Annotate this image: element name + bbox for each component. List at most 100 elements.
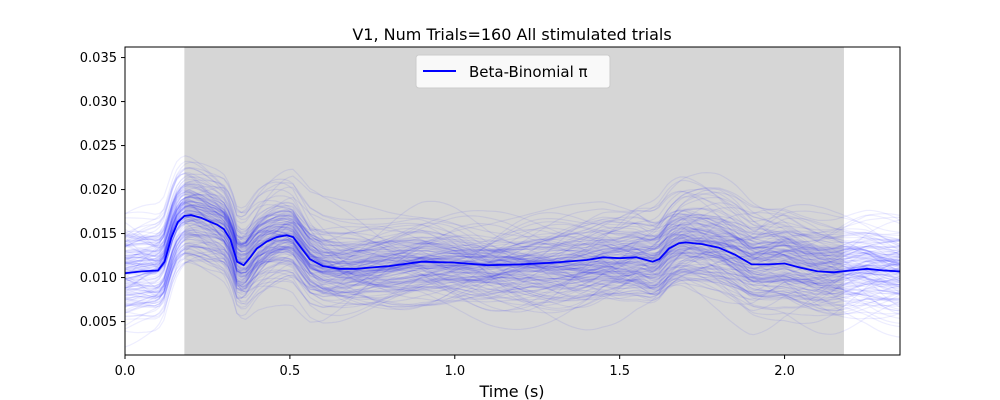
axes bbox=[124, 46, 901, 356]
trial-trace bbox=[125, 190, 900, 300]
trial-trace bbox=[125, 199, 900, 315]
trial-trace bbox=[125, 191, 900, 285]
trial-trace bbox=[125, 203, 900, 290]
trial-trace bbox=[125, 203, 900, 320]
trial-trace bbox=[125, 242, 900, 307]
trial-trace bbox=[125, 179, 900, 312]
trial-trace bbox=[125, 218, 900, 328]
trial-trace bbox=[125, 238, 900, 334]
trial-trace bbox=[125, 196, 900, 276]
trial-trace bbox=[125, 202, 900, 311]
trial-trace bbox=[125, 213, 900, 299]
trial-trace bbox=[125, 218, 900, 287]
trial-trace bbox=[125, 205, 900, 304]
trial-trace bbox=[125, 194, 900, 312]
trial-trace bbox=[125, 233, 900, 297]
trial-trace bbox=[125, 218, 900, 281]
trial-trace bbox=[125, 204, 900, 291]
y-tick-label: 0.015 bbox=[80, 227, 117, 242]
trial-trace bbox=[125, 208, 900, 302]
trial-trace bbox=[125, 206, 900, 306]
mean-line bbox=[124, 214, 901, 275]
trial-trace bbox=[125, 193, 900, 290]
trial-trace bbox=[125, 190, 900, 320]
trial-trace bbox=[125, 220, 900, 348]
trial-trace bbox=[125, 216, 900, 280]
trial-trace bbox=[125, 201, 900, 278]
trial-trace bbox=[125, 197, 900, 272]
trial-trace bbox=[125, 213, 900, 292]
trial-trace bbox=[125, 215, 900, 291]
trial-trace bbox=[125, 166, 900, 289]
trial-trace bbox=[125, 239, 900, 300]
trial-trace bbox=[125, 216, 900, 301]
x-tick-label: 0.5 bbox=[280, 364, 301, 379]
trial-trace bbox=[125, 202, 900, 308]
stimulus-interval-band bbox=[184, 47, 844, 355]
trial-trace bbox=[125, 186, 900, 285]
trial-trace bbox=[125, 217, 900, 312]
trial-trace bbox=[125, 219, 900, 293]
trial-trace bbox=[125, 191, 900, 306]
trial-trace bbox=[125, 209, 900, 299]
trial-trace bbox=[125, 176, 900, 305]
trial-trace bbox=[125, 175, 900, 299]
trial-trace bbox=[125, 229, 900, 307]
y-tick-label: 0.030 bbox=[80, 95, 117, 110]
trial-trace bbox=[125, 182, 900, 299]
trial-trace bbox=[125, 193, 900, 293]
trial-trace bbox=[125, 211, 900, 303]
trial-trace bbox=[125, 205, 900, 283]
trial-trace bbox=[125, 200, 900, 283]
trial-trace bbox=[125, 223, 900, 306]
trial-trace bbox=[125, 219, 900, 301]
trial-trace bbox=[125, 183, 900, 279]
trial-trace bbox=[125, 236, 900, 317]
x-axis-label: Time (s) bbox=[478, 382, 544, 400]
trial-trace bbox=[125, 233, 900, 338]
trial-trace bbox=[125, 184, 900, 306]
trial-trace bbox=[125, 226, 900, 308]
trial-trace bbox=[125, 201, 900, 282]
trial-trace bbox=[125, 231, 900, 308]
trial-trace bbox=[125, 167, 900, 291]
trial-trace bbox=[125, 181, 900, 290]
trial-trace bbox=[125, 216, 900, 298]
trial-trace bbox=[125, 209, 900, 289]
trial-trace bbox=[125, 196, 900, 273]
trial-trace bbox=[125, 195, 900, 296]
trial-trace bbox=[125, 173, 900, 286]
trial-trace bbox=[125, 215, 900, 317]
y-tick-label: 0.020 bbox=[80, 183, 117, 198]
trial-trace bbox=[125, 200, 900, 312]
y-tick-label: 0.025 bbox=[80, 139, 117, 154]
trial-trace bbox=[125, 172, 900, 331]
y-tick-label: 0.035 bbox=[80, 51, 117, 66]
trial-trace bbox=[125, 167, 900, 276]
x-tick-label: 1.5 bbox=[609, 364, 630, 379]
trial-trace bbox=[125, 232, 900, 309]
trial-trace bbox=[125, 185, 900, 277]
trial-trace bbox=[125, 197, 900, 331]
trial-trace bbox=[125, 172, 900, 288]
trial-trace bbox=[125, 202, 900, 285]
trial-trace bbox=[125, 155, 900, 281]
trial-trace bbox=[125, 215, 900, 312]
trial-trace bbox=[125, 199, 900, 311]
trial-trace bbox=[125, 202, 900, 268]
trial-trace bbox=[125, 207, 900, 287]
trial-trace bbox=[125, 196, 900, 274]
trial-trace bbox=[125, 222, 900, 296]
trial-trace bbox=[125, 209, 900, 276]
trial-trace bbox=[125, 193, 900, 305]
trial-trace bbox=[125, 191, 900, 301]
trial-trace bbox=[125, 235, 900, 298]
trial-trace bbox=[125, 220, 900, 312]
y-tick-label: 0.010 bbox=[80, 271, 117, 286]
trial-trace bbox=[125, 220, 900, 293]
trial-trace bbox=[125, 221, 900, 300]
trial-trace bbox=[125, 180, 900, 325]
trial-trace bbox=[125, 168, 900, 309]
trial-trace bbox=[125, 175, 900, 300]
trial-trace bbox=[125, 179, 900, 309]
